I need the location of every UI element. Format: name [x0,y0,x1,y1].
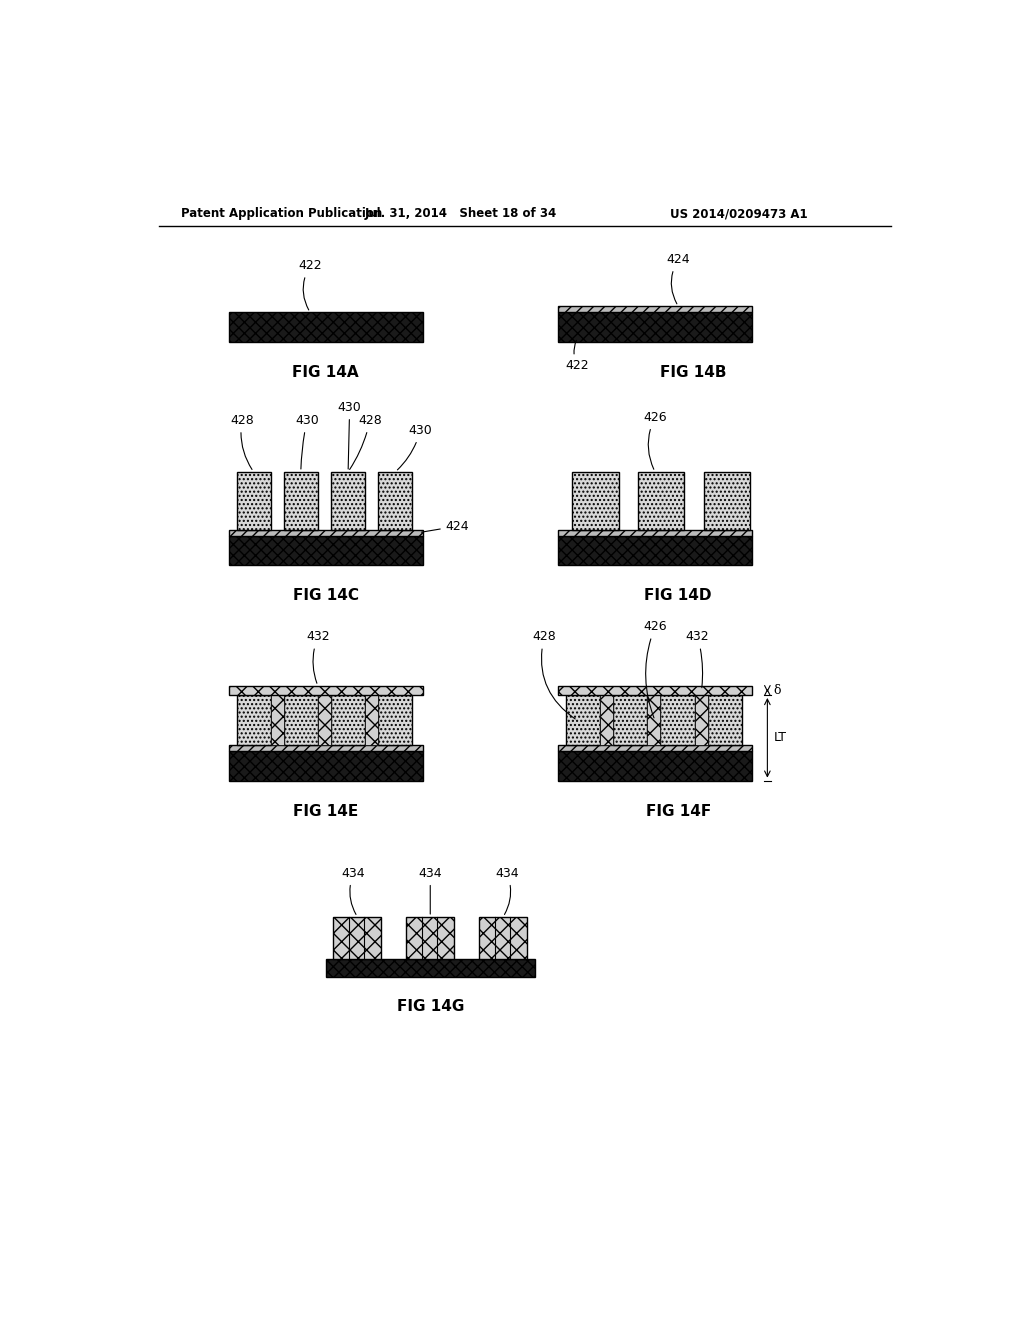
Text: 426: 426 [643,620,667,718]
Text: 426: 426 [643,411,667,470]
Text: 422: 422 [298,259,322,310]
Bar [366,696,378,744]
Text: FIG 14G: FIG 14G [396,999,464,1014]
Bar [647,696,660,744]
Text: δ: δ [773,684,781,697]
Bar [237,471,270,529]
Bar [270,696,284,744]
Bar [378,471,413,529]
Bar [228,313,423,342]
Bar [558,529,752,536]
Text: 424: 424 [421,520,469,533]
Bar [228,744,423,751]
Text: Jul. 31, 2014   Sheet 18 of 34: Jul. 31, 2014 Sheet 18 of 34 [366,207,557,220]
Bar [237,696,270,744]
Bar [228,529,423,536]
Bar [378,696,413,744]
Bar [331,471,366,529]
Bar [558,751,752,780]
Bar [284,696,317,744]
Bar [660,696,694,744]
Bar [708,696,741,744]
Bar [558,744,752,751]
Text: Patent Application Publication: Patent Application Publication [180,207,382,220]
Bar [284,471,317,529]
Bar [558,313,752,342]
Text: 430: 430 [338,401,361,469]
Bar [228,751,423,780]
Bar [558,306,752,313]
Bar [703,471,751,529]
Text: FIG 14E: FIG 14E [293,804,358,818]
Bar [331,696,366,744]
Bar [479,917,527,960]
Bar [334,917,381,960]
Bar [600,696,613,744]
Text: FIG 14B: FIG 14B [660,364,727,380]
Text: FIG 14A: FIG 14A [292,364,359,380]
Bar [572,471,618,529]
Text: 434: 434 [419,867,442,913]
Bar [558,686,752,696]
Bar [326,960,535,977]
Text: FIG 14C: FIG 14C [293,589,358,603]
Text: 428: 428 [532,631,575,719]
Text: FIG 14F: FIG 14F [645,804,711,818]
Text: 424: 424 [667,253,690,304]
Bar [558,536,752,565]
Text: 428: 428 [349,414,382,470]
Bar [694,696,708,744]
Text: 422: 422 [565,341,590,372]
Text: 432: 432 [306,631,330,684]
Bar [228,686,423,696]
Bar [407,917,455,960]
Text: FIG 14D: FIG 14D [644,589,712,603]
Bar [638,471,684,529]
Text: 434: 434 [342,867,366,915]
Bar [566,696,600,744]
Text: 430: 430 [397,424,432,470]
Bar [317,696,331,744]
Text: 428: 428 [230,414,254,470]
Text: 432: 432 [686,631,710,688]
Bar [228,536,423,565]
Text: 434: 434 [496,867,519,915]
Text: LT: LT [773,731,786,744]
Bar [613,696,647,744]
Text: US 2014/0209473 A1: US 2014/0209473 A1 [671,207,808,220]
Text: 430: 430 [295,414,318,469]
